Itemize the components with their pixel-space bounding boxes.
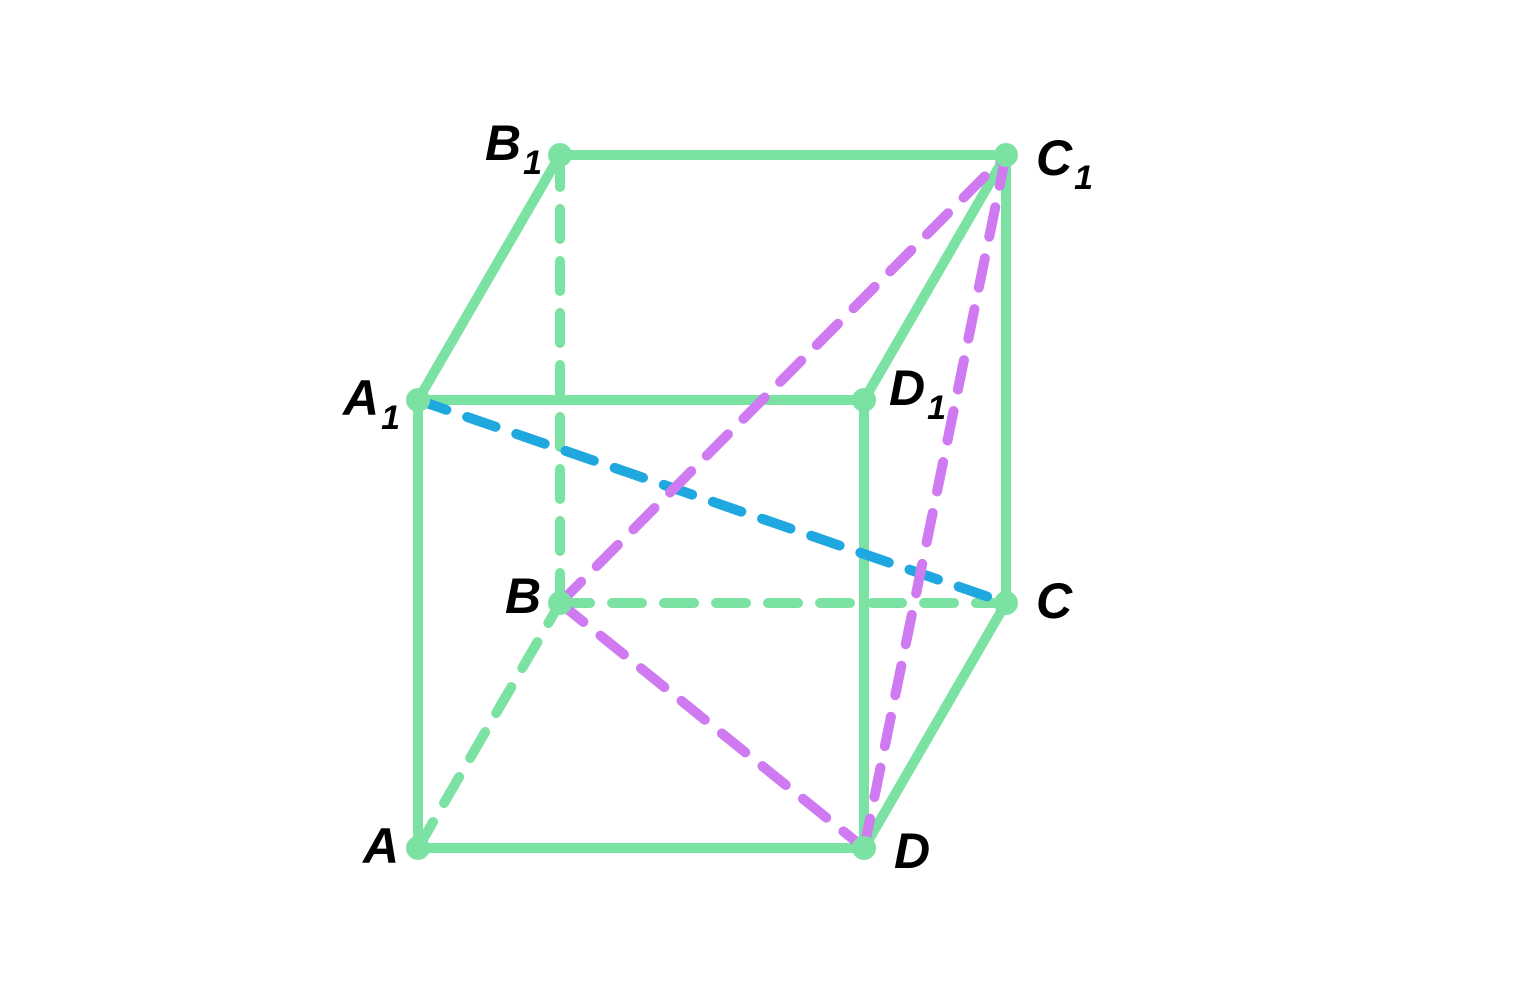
vertex-C1	[994, 143, 1018, 167]
cube-diagram: ADBCA1D1B1C1	[0, 0, 1536, 999]
vertex-D1	[852, 388, 876, 412]
vertex-B	[548, 591, 572, 615]
vertex-A	[406, 836, 430, 860]
label-A: A	[361, 818, 399, 874]
vertex-A1	[406, 388, 430, 412]
label-C: C	[1036, 573, 1073, 629]
vertex-C	[994, 591, 1018, 615]
label-D: D	[894, 823, 930, 879]
vertex-B1	[548, 143, 572, 167]
vertex-D	[852, 836, 876, 860]
label-B: B	[505, 568, 541, 624]
